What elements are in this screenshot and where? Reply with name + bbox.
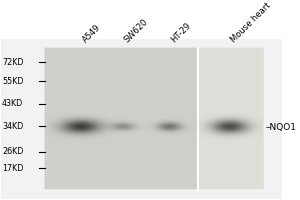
Text: A549: A549 bbox=[81, 23, 102, 44]
Text: HT-29: HT-29 bbox=[169, 21, 192, 44]
Text: SW620: SW620 bbox=[123, 17, 150, 44]
Text: 43KD: 43KD bbox=[2, 99, 23, 108]
Text: –NQO1: –NQO1 bbox=[266, 123, 297, 132]
Text: 17KD: 17KD bbox=[2, 164, 23, 173]
Text: 34KD: 34KD bbox=[2, 122, 23, 131]
Text: Mouse heart: Mouse heart bbox=[229, 1, 273, 44]
Text: 72KD: 72KD bbox=[2, 58, 24, 67]
Text: 55KD: 55KD bbox=[2, 77, 24, 86]
Text: 26KD: 26KD bbox=[2, 147, 23, 156]
